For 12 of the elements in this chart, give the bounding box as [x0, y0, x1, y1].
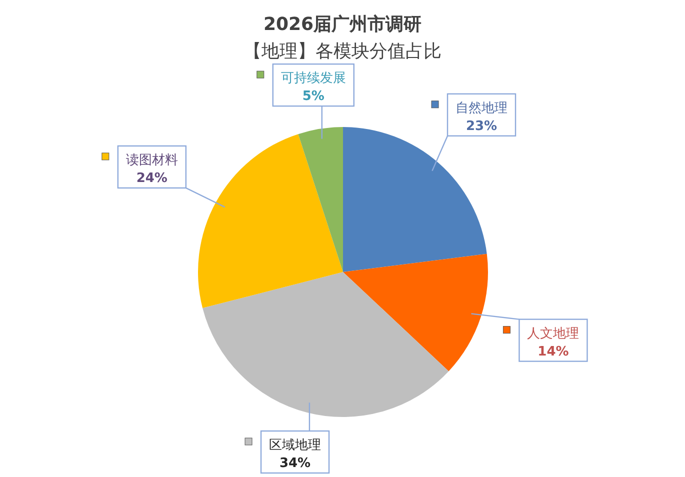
legend-label: 区域地理: [269, 438, 322, 453]
legend-label: 可持续发展: [280, 71, 346, 86]
title: 2026届广州市调研: [263, 14, 422, 35]
legend-label: 自然地理: [456, 100, 508, 116]
data-label: 14%: [538, 344, 569, 360]
legend-label: 人文地理: [527, 326, 580, 342]
data-label: 5%: [302, 89, 324, 104]
data-label: 34%: [279, 456, 311, 471]
data-label: 23%: [466, 118, 498, 134]
data-label: 24%: [136, 170, 168, 186]
subtitle: 【地理】各模块分值占比: [244, 41, 442, 62]
legend-label: 读图材料: [126, 152, 178, 168]
